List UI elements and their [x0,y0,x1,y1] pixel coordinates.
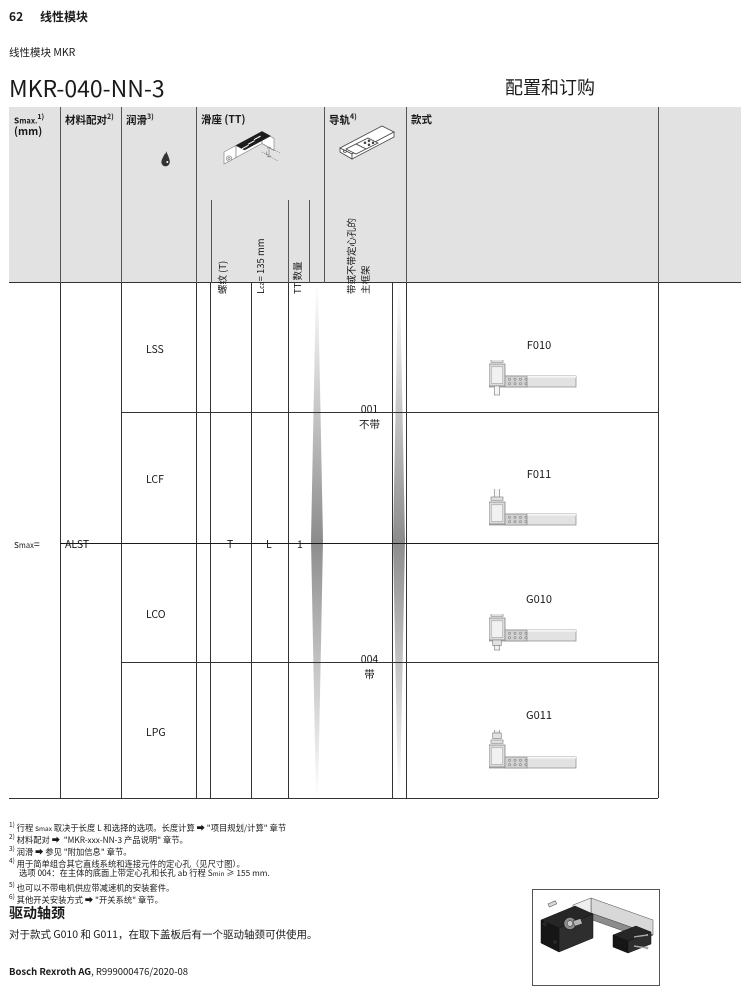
svg-text:L: L [266,151,269,157]
